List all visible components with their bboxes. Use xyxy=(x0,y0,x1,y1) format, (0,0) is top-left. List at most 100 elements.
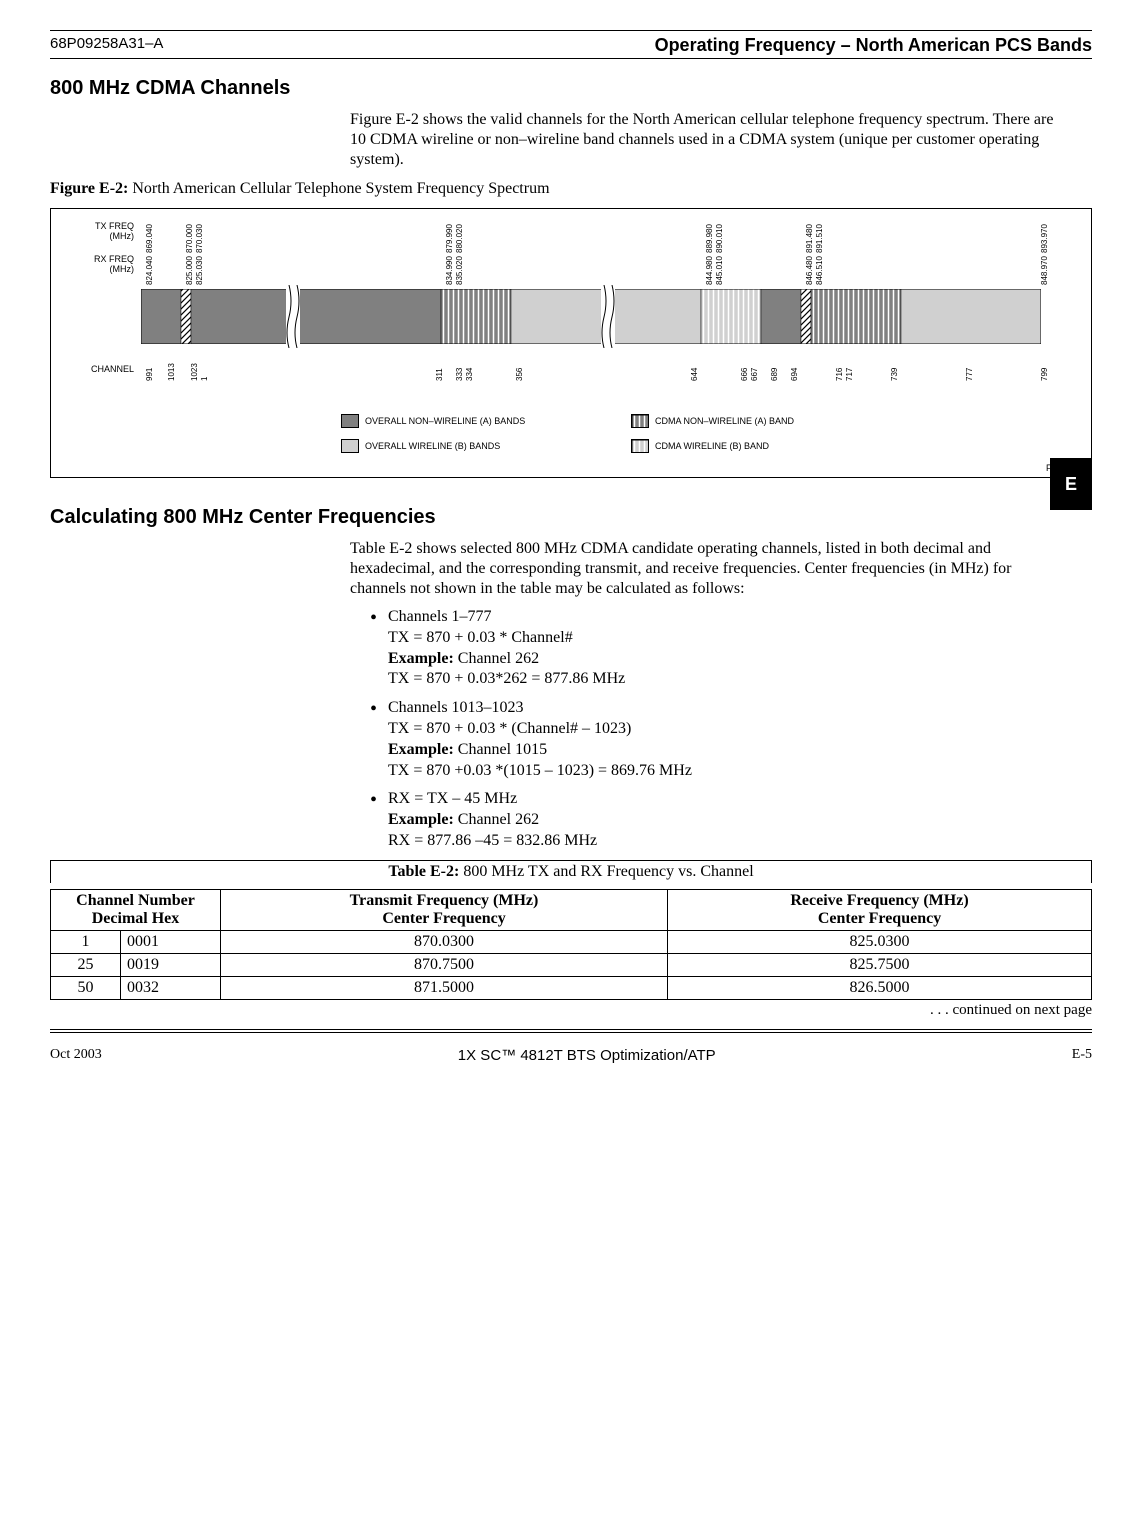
freq-label: 870.030 xyxy=(195,224,204,253)
freq-label: 844.980 xyxy=(705,256,714,285)
freq-label: 848.970 xyxy=(1040,256,1049,285)
channel-number: 334 xyxy=(465,368,474,381)
page-footer: Oct 2003 1X SC™ 4812T BTS Optimization/A… xyxy=(50,1047,1092,1064)
freq-label: 870.000 xyxy=(185,224,194,253)
cell-tx: 870.7500 xyxy=(221,953,668,976)
channel-number: 694 xyxy=(790,368,799,381)
figure-caption-rest: North American Cellular Telephone System… xyxy=(128,180,549,197)
legend-swatch xyxy=(341,439,359,453)
legend-label: OVERALL WIRELINE (B) BANDS xyxy=(365,441,500,451)
table-header: Channel Number Decimal Hex xyxy=(51,889,221,930)
channel-number: 666 xyxy=(740,368,749,381)
cell-rx: 825.7500 xyxy=(668,953,1092,976)
section-heading-1: 800 MHz CDMA Channels xyxy=(50,77,1092,100)
list-item: Channels 1–777TX = 870 + 0.03 * Channel#… xyxy=(370,607,1062,690)
freq-label: 890.010 xyxy=(715,224,724,253)
page-title: Operating Frequency – North American PCS… xyxy=(655,35,1092,56)
legend-swatch xyxy=(631,439,649,453)
cell-dec: 25 xyxy=(51,953,121,976)
freq-label: 845.010 xyxy=(715,256,724,285)
table-header: Transmit Frequency (MHz) Center Frequenc… xyxy=(221,889,668,930)
freq-label: 891.510 xyxy=(815,224,824,253)
channel-number: 991 xyxy=(145,368,154,381)
section-heading-2: Calculating 800 MHz Center Frequencies xyxy=(50,506,1092,529)
table-title-rest: 800 MHz TX and RX Frequency vs. Channel xyxy=(459,863,753,880)
channel-number: 717 xyxy=(845,368,854,381)
freq-label: 825.000 xyxy=(185,256,194,285)
section1-para: Figure E-2 shows the valid channels for … xyxy=(350,110,1062,170)
channel-number: 1023 xyxy=(190,363,199,381)
th-line1: Channel Number xyxy=(76,892,195,909)
legend-cdma-a: CDMA NON–WIRELINE (A) BAND xyxy=(631,414,794,428)
cell-hex: 0032 xyxy=(121,976,221,999)
frequency-table: Channel Number Decimal Hex Transmit Freq… xyxy=(50,889,1092,1000)
freq-label: 846.510 xyxy=(815,256,824,285)
cell-tx: 871.5000 xyxy=(221,976,668,999)
cell-rx: 825.0300 xyxy=(668,930,1092,953)
table-header: Receive Frequency (MHz) Center Frequency xyxy=(668,889,1092,930)
cell-dec: 1 xyxy=(51,930,121,953)
side-tab-bar xyxy=(1050,496,1092,510)
legend-label: CDMA WIRELINE (B) BAND xyxy=(655,441,769,451)
freq-label: 834.990 xyxy=(445,256,454,285)
cell-dec: 50 xyxy=(51,976,121,999)
freq-label: 824.040 xyxy=(145,256,154,285)
side-tab-letter: E xyxy=(1050,472,1092,496)
legend-overall-b: OVERALL WIRELINE (B) BANDS xyxy=(341,439,500,453)
list-item: RX = TX – 45 MHzExample: Channel 262RX =… xyxy=(370,789,1062,851)
legend-label: CDMA NON–WIRELINE (A) BAND xyxy=(655,416,794,426)
freq-label: 889.980 xyxy=(705,224,714,253)
th-line2: Center Frequency xyxy=(382,910,505,927)
continued-note: . . . continued on next page xyxy=(50,1002,1092,1019)
table-row: 500032871.5000826.5000 xyxy=(51,976,1092,999)
cell-hex: 0001 xyxy=(121,930,221,953)
table-title: Table E-2: 800 MHz TX and RX Frequency v… xyxy=(50,860,1092,883)
channel-number: 1013 xyxy=(167,363,176,381)
page-header: 68P09258A31–A Operating Frequency – Nort… xyxy=(50,35,1092,56)
th-line1: Transmit Frequency (MHz) xyxy=(350,892,539,909)
freq-label: 869.040 xyxy=(145,224,154,253)
channel-number: 777 xyxy=(965,368,974,381)
legend-cdma-b: CDMA WIRELINE (B) BAND xyxy=(631,439,769,453)
freq-label: 846.480 xyxy=(805,256,814,285)
th-line2: Decimal Hex xyxy=(92,910,180,927)
channel-number: 799 xyxy=(1040,368,1049,381)
table-row: 250019870.7500825.7500 xyxy=(51,953,1092,976)
freq-label: 835.020 xyxy=(455,256,464,285)
freq-label: 893.970 xyxy=(1040,224,1049,253)
channel-number: 644 xyxy=(690,368,699,381)
doc-id: 68P09258A31–A xyxy=(50,35,163,56)
legend-overall-a: OVERALL NON–WIRELINE (A) BANDS xyxy=(341,414,525,428)
channel-number: 356 xyxy=(515,368,524,381)
channel-number: 667 xyxy=(750,368,759,381)
table-title-bold: Table E-2: xyxy=(388,863,459,880)
channel-number: 333 xyxy=(455,368,464,381)
calculation-list: Channels 1–777TX = 870 + 0.03 * Channel#… xyxy=(370,607,1062,852)
freq-label: 891.480 xyxy=(805,224,814,253)
channel-number: 716 xyxy=(835,368,844,381)
legend-swatch xyxy=(341,414,359,428)
cell-tx: 870.0300 xyxy=(221,930,668,953)
channel-number: 311 xyxy=(435,368,444,381)
channel-number: 739 xyxy=(890,368,899,381)
th-line1: Receive Frequency (MHz) xyxy=(790,892,968,909)
footer-title: 1X SC™ 4812T BTS Optimization/ATP xyxy=(458,1047,716,1064)
rx-freq-label: RX FREQ (MHz) xyxy=(59,254,134,274)
section2-para: Table E-2 shows selected 800 MHz CDMA ca… xyxy=(350,539,1062,599)
tx-freq-label: TX FREQ (MHz) xyxy=(59,221,134,241)
spectrum-bar xyxy=(141,289,1041,344)
freq-label: 825.030 xyxy=(195,256,204,285)
table-row: 10001870.0300825.0300 xyxy=(51,930,1092,953)
footer-pagenum: E-5 xyxy=(1072,1047,1092,1063)
th-line2: Center Frequency xyxy=(818,910,941,927)
legend-label: OVERALL NON–WIRELINE (A) BANDS xyxy=(365,416,525,426)
cell-hex: 0019 xyxy=(121,953,221,976)
cell-rx: 826.5000 xyxy=(668,976,1092,999)
list-item: Channels 1013–1023TX = 870 + 0.03 * (Cha… xyxy=(370,698,1062,781)
side-tab-bar xyxy=(1050,458,1092,472)
channel-number: 689 xyxy=(770,368,779,381)
channel-number: 1 xyxy=(200,377,209,381)
figure-caption-bold: Figure E-2: xyxy=(50,180,128,197)
figure-caption: Figure E-2: North American Cellular Tele… xyxy=(50,180,1092,198)
channel-label: CHANNEL xyxy=(59,364,134,374)
